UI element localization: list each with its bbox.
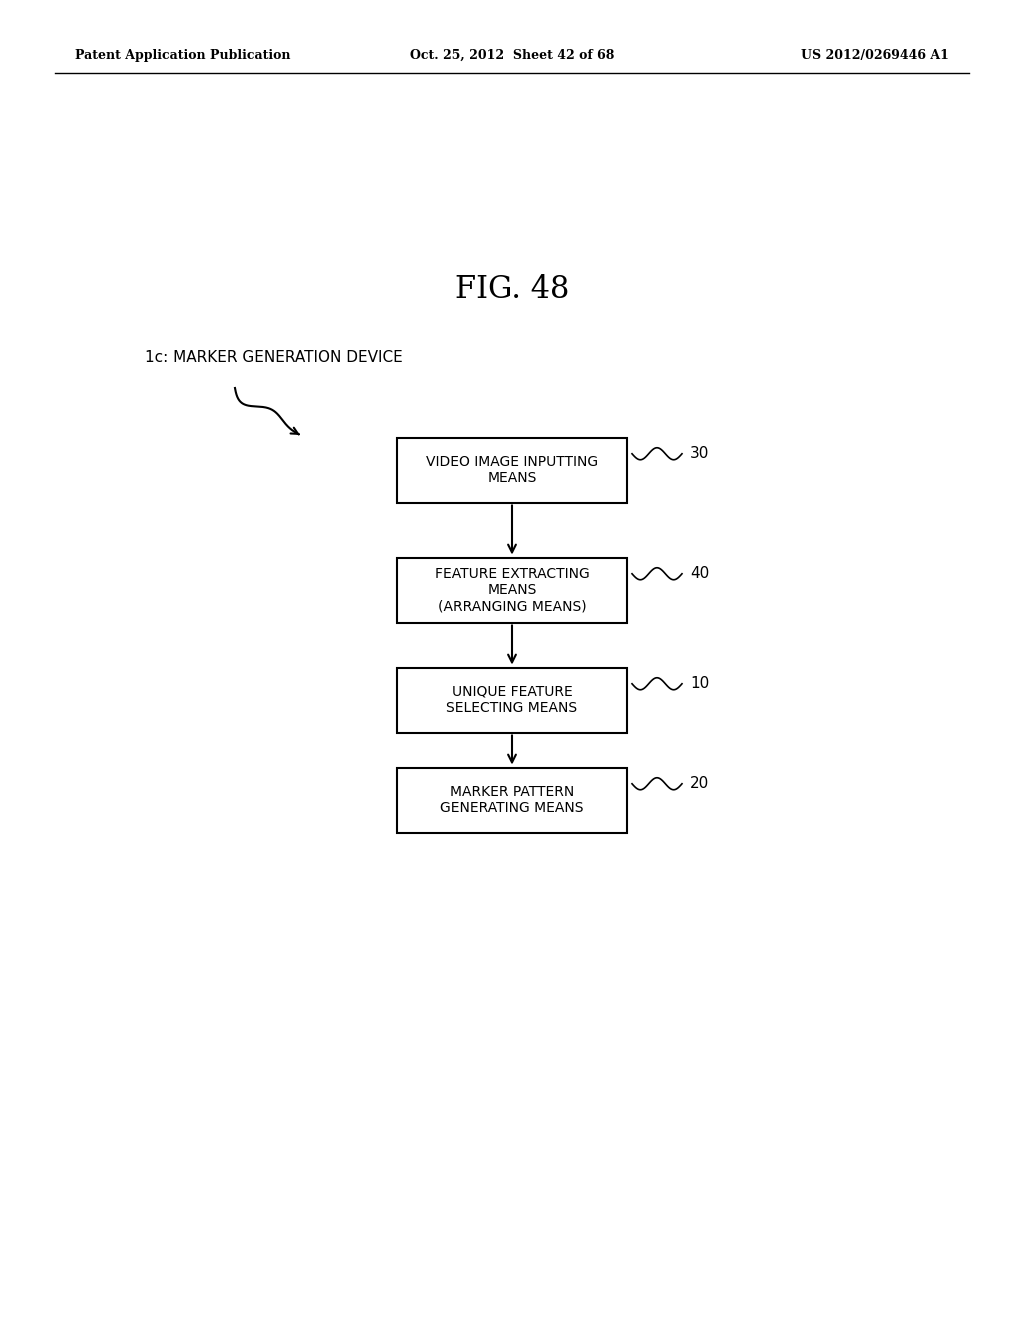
Bar bbox=[397, 767, 627, 833]
Text: US 2012/0269446 A1: US 2012/0269446 A1 bbox=[801, 49, 949, 62]
Text: 20: 20 bbox=[690, 776, 710, 791]
Text: UNIQUE FEATURE
SELECTING MEANS: UNIQUE FEATURE SELECTING MEANS bbox=[446, 685, 578, 715]
Bar bbox=[397, 557, 627, 623]
Bar bbox=[397, 437, 627, 503]
Text: Patent Application Publication: Patent Application Publication bbox=[75, 49, 291, 62]
Text: Oct. 25, 2012  Sheet 42 of 68: Oct. 25, 2012 Sheet 42 of 68 bbox=[410, 49, 614, 62]
Text: MARKER PATTERN
GENERATING MEANS: MARKER PATTERN GENERATING MEANS bbox=[440, 785, 584, 814]
Text: 40: 40 bbox=[690, 566, 710, 581]
Text: 30: 30 bbox=[690, 446, 710, 461]
Text: 10: 10 bbox=[690, 676, 710, 692]
Text: FEATURE EXTRACTING
MEANS
(ARRANGING MEANS): FEATURE EXTRACTING MEANS (ARRANGING MEAN… bbox=[434, 566, 590, 614]
Text: VIDEO IMAGE INPUTTING
MEANS: VIDEO IMAGE INPUTTING MEANS bbox=[426, 455, 598, 486]
Text: 1c: MARKER GENERATION DEVICE: 1c: MARKER GENERATION DEVICE bbox=[145, 351, 402, 366]
Bar bbox=[397, 668, 627, 733]
Text: FIG. 48: FIG. 48 bbox=[455, 275, 569, 305]
